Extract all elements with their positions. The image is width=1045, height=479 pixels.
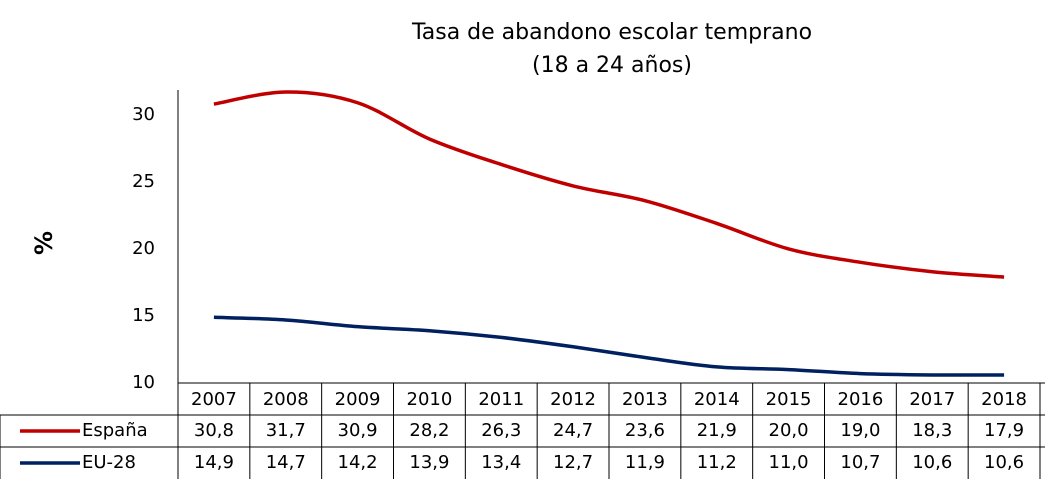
chart-subtitle: (18 a 24 años) [532,53,692,78]
data-table-value: 11,2 [697,452,737,473]
legend-label: España [82,420,148,441]
data-table-value: 26,3 [481,420,521,441]
data-table-value: 13,4 [481,452,521,473]
data-table-value: 19,0 [840,420,880,441]
series-line [213,90,1005,279]
data-table-value: 10,7 [840,452,880,473]
y-tick-label: 25 [132,171,155,192]
x-tick-label: 2011 [478,389,524,410]
series-line [213,315,1005,377]
x-tick-label: 2018 [981,389,1027,410]
x-tick-label: 2014 [694,389,740,410]
data-table-value: 14,9 [194,452,234,473]
y-tick-label: 15 [132,305,155,326]
x-tick-label: 2008 [263,389,309,410]
data-table-value: 13,9 [409,452,449,473]
x-tick-label: 2015 [766,389,812,410]
x-tick-label: 2010 [407,389,453,410]
x-tick-label: 2016 [838,389,884,410]
data-table-value: 14,7 [266,452,306,473]
x-tick-label: 2017 [909,389,955,410]
data-table-value: 17,9 [984,420,1024,441]
chart-title: Tasa de abandono escolar temprano [411,20,812,45]
x-tick-label: 2012 [550,389,596,410]
y-tick-label: 30 [132,104,155,125]
data-table-value: 10,6 [984,452,1024,473]
x-tick-label: 2009 [335,389,381,410]
y-tick-label: 20 [132,238,155,259]
legend-label: EU-28 [82,452,136,473]
data-table-value: 31,7 [266,420,306,441]
data-table-value: 10,6 [912,452,952,473]
data-table-value: 30,8 [194,420,234,441]
data-table-value: 12,7 [553,452,593,473]
data-table-value: 24,7 [553,420,593,441]
x-tick-label: 2013 [622,389,668,410]
data-table-value: 11,9 [625,452,665,473]
data-table-value: 23,6 [625,420,665,441]
y-axis-label: % [30,231,58,255]
x-tick-label: 2007 [191,389,237,410]
data-table-value: 21,9 [697,420,737,441]
data-table-value: 18,3 [912,420,952,441]
data-table-value: 30,9 [338,420,378,441]
y-tick-label: 10 [132,372,155,393]
data-table-value: 11,0 [769,452,809,473]
data-table-value: 28,2 [409,420,449,441]
data-table-value: 20,0 [769,420,809,441]
data-table-value: 14,2 [338,452,378,473]
